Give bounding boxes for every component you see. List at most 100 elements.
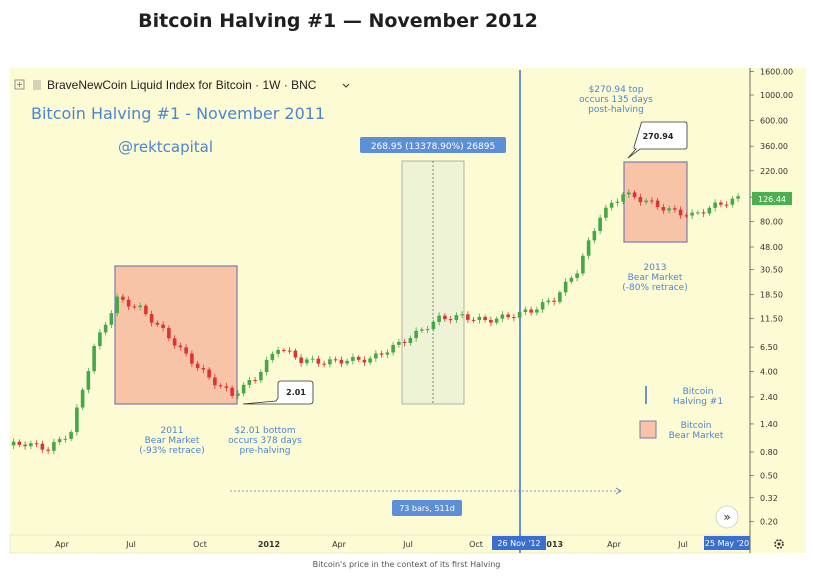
- price-tick-label: 4.00: [760, 367, 778, 376]
- candle: [224, 386, 229, 388]
- candle: [563, 281, 568, 293]
- time-tick-label: Apr: [332, 540, 347, 549]
- price-tick-label: 1600.00: [760, 67, 793, 76]
- candle: [443, 315, 447, 320]
- time-axis-panel: [9, 534, 751, 554]
- candle: [75, 407, 79, 433]
- candle: [494, 318, 499, 323]
- candle: [40, 443, 45, 450]
- symbol-icon: [33, 80, 41, 90]
- last-price-tag: 126.44: [758, 195, 786, 204]
- candle: [132, 306, 137, 308]
- candle: [385, 352, 390, 355]
- candle: [328, 359, 332, 365]
- candle: [592, 231, 597, 241]
- page-title: Bitcoin Halving #1 — November 2012: [138, 10, 538, 32]
- candle: [684, 215, 689, 217]
- bear-2013-line-1: 2013: [644, 263, 667, 273]
- candle: [448, 319, 453, 321]
- scroll-to-realtime-button[interactable]: [715, 505, 739, 529]
- candle: [305, 359, 309, 364]
- candle: [661, 207, 666, 211]
- chart-header[interactable]: BraveNewCoin Liquid Index for Bitcoin · …: [47, 78, 317, 92]
- candle: [201, 368, 206, 370]
- time-tick-label: Jul: [677, 540, 688, 549]
- candle: [57, 439, 62, 443]
- candle: [63, 438, 68, 440]
- candle: [333, 359, 338, 361]
- candle: [34, 443, 39, 445]
- legend-bear-line-1: Bitcoin: [681, 421, 712, 431]
- gear-icon-center: [777, 542, 781, 546]
- candle: [92, 346, 96, 372]
- candle: [144, 305, 148, 315]
- bear-market-2013-box: [623, 161, 688, 243]
- candle: [690, 212, 694, 216]
- candle: [569, 277, 574, 282]
- candle: [356, 356, 361, 360]
- candle: [621, 194, 625, 202]
- candle: [655, 200, 660, 208]
- candle: [322, 363, 326, 365]
- candle: [713, 202, 717, 208]
- candle: [316, 358, 321, 364]
- candle: [190, 353, 194, 364]
- chart-author: @rektcapital: [118, 138, 213, 156]
- expand-icon[interactable]: [14, 79, 25, 90]
- bottom-callout-bubble: [242, 380, 314, 405]
- candle: [213, 377, 217, 386]
- candle: [466, 314, 470, 320]
- gear-icon[interactable]: [774, 539, 784, 549]
- measure-label: 268.95 (13378.90%) 26895: [371, 142, 495, 152]
- price-tick-label: 0.50: [760, 471, 778, 480]
- candle: [345, 360, 349, 364]
- bear-2011-line-1: 2011: [161, 426, 184, 436]
- halving-date-tag-bg: [492, 536, 546, 550]
- candle: [379, 353, 384, 355]
- candle: [454, 315, 459, 321]
- price-tick-label: 0.32: [760, 494, 778, 503]
- top-note-line-1: $270.94 top: [589, 85, 644, 95]
- candle: [546, 300, 551, 303]
- price-tick-label: 1.40: [760, 420, 778, 429]
- price-tick-label: 600.00: [760, 117, 788, 126]
- top-callout-value: 270.94: [643, 132, 674, 141]
- legend-bear-swatch: [639, 420, 657, 439]
- candle: [17, 441, 22, 445]
- candles-group: [11, 189, 740, 455]
- candle: [581, 255, 585, 274]
- candle: [368, 358, 372, 363]
- bear-2013-line-3: (-80% retrace): [622, 283, 687, 293]
- candle: [650, 200, 654, 202]
- chevron-down-icon[interactable]: [342, 83, 350, 88]
- candle: [253, 380, 257, 382]
- bars-label-bg: [392, 500, 462, 516]
- time-tick-label: Apr: [55, 540, 70, 549]
- bear-2011-line-2: Bear Market: [145, 436, 200, 446]
- candle: [408, 338, 413, 343]
- candle: [149, 314, 154, 323]
- candle: [586, 240, 591, 256]
- candle: [46, 449, 50, 451]
- time-tick-label: Oct: [193, 540, 207, 549]
- time-tick-label: 2012: [258, 540, 280, 549]
- bottom-note-line-2: occurs 378 days: [228, 436, 302, 446]
- candle: [535, 309, 539, 313]
- candle: [696, 212, 700, 214]
- price-tick-label: 11.50: [760, 315, 783, 324]
- candle: [420, 329, 424, 331]
- price-tick-label: 220.00: [760, 167, 788, 176]
- time-tick-label: Apr: [607, 540, 622, 549]
- price-tick-label: 80.00: [760, 217, 783, 226]
- candle: [339, 359, 344, 364]
- price-tick-label: 1000.00: [760, 91, 793, 100]
- candle: [161, 324, 165, 328]
- candle: [627, 192, 631, 195]
- candle: [80, 389, 85, 408]
- candle: [540, 302, 545, 310]
- candle: [483, 316, 487, 320]
- candle: [431, 321, 436, 330]
- chart-title: Bitcoin Halving #1 - November 2011: [31, 104, 325, 123]
- candle: [500, 314, 505, 319]
- candle: [471, 319, 476, 321]
